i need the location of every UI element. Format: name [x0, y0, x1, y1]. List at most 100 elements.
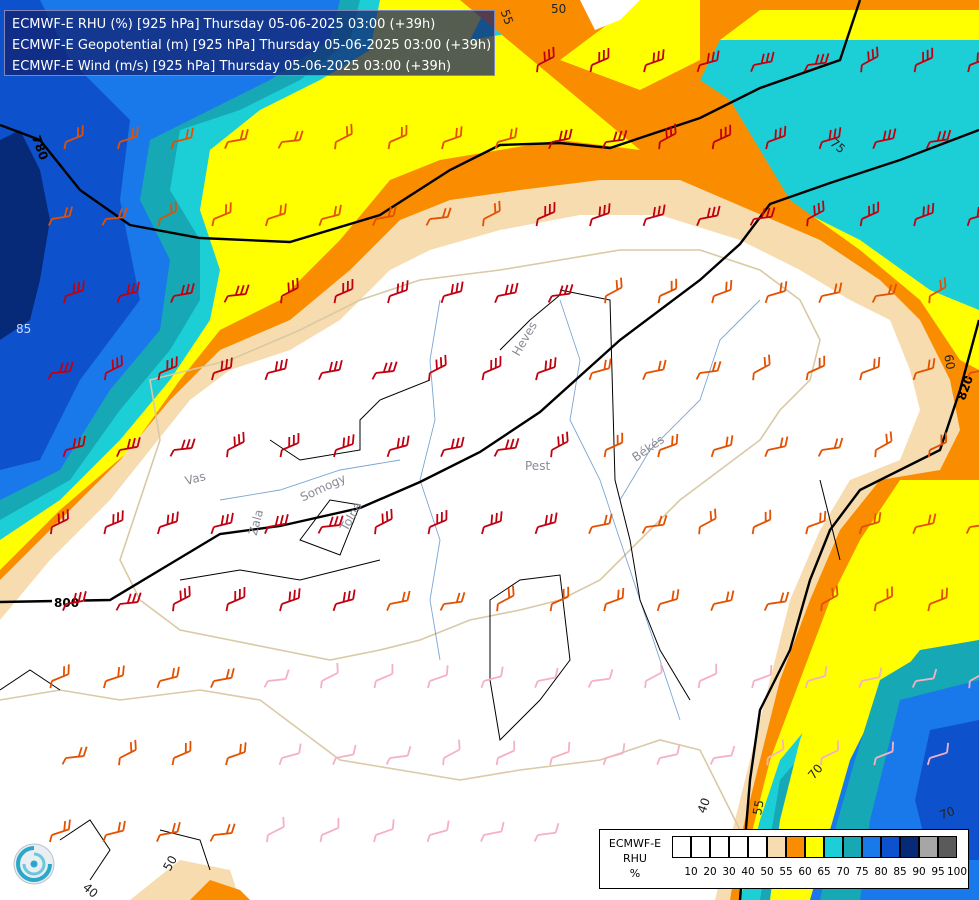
legend-cell	[767, 836, 786, 858]
wind-barb	[317, 515, 344, 534]
wind-barb	[210, 512, 234, 535]
wind-barb	[157, 356, 178, 381]
wind-barb	[318, 360, 343, 380]
wind-barb	[442, 739, 461, 766]
wind-barb	[710, 435, 734, 458]
title-geopotential: ECMWF-E Geopotential (m) [925 hPa] Thurs…	[12, 38, 492, 53]
wind-barb	[118, 739, 137, 766]
wind-barb	[157, 201, 177, 227]
wind-barb	[927, 587, 948, 612]
legend-tick: 40	[741, 866, 755, 878]
legend-cell	[824, 836, 843, 858]
wind-barb	[657, 278, 678, 304]
wind-barb	[493, 438, 520, 457]
legend-label-variable: RHU	[623, 852, 647, 865]
legend-label: ECMWF-E RHU %	[604, 836, 666, 881]
rhu-label-top-55: 55	[498, 8, 516, 27]
provider-logo-icon	[13, 843, 55, 885]
wind-barb	[156, 822, 181, 842]
wind-barb	[47, 361, 74, 380]
rhu-label-top-50: 50	[551, 2, 566, 16]
legend-cell	[843, 836, 862, 858]
wind-barb	[750, 51, 775, 73]
wind-barb	[641, 515, 668, 534]
wind-barb	[817, 437, 844, 457]
wind-barb	[534, 512, 558, 535]
legend-tick: 50	[760, 866, 774, 878]
wind-barb	[263, 669, 290, 688]
wind-barb	[656, 744, 681, 766]
legend-tick: 10	[684, 866, 698, 878]
wind-barb	[913, 47, 934, 73]
wind-barb	[818, 282, 843, 304]
wind-barb	[858, 512, 882, 535]
wind-barb	[48, 206, 73, 226]
wind-barb	[588, 513, 613, 535]
wind-barb	[333, 434, 355, 458]
legend-tick: 90	[912, 866, 926, 878]
legend-color-bar	[672, 836, 957, 860]
legend-tick: 65	[817, 866, 831, 878]
wind-barb	[535, 357, 557, 381]
wind-barb	[387, 125, 408, 150]
wind-barb	[480, 666, 504, 689]
wind-barb	[211, 202, 232, 227]
wind-barb	[279, 433, 300, 458]
wind-barb	[494, 127, 518, 150]
wind-barb	[966, 204, 979, 227]
legend-label-model: ECMWF-E	[608, 837, 662, 850]
wind-barb	[63, 125, 84, 150]
legend-cell	[691, 836, 710, 858]
wind-barb	[481, 356, 502, 381]
wind-barb	[427, 665, 449, 689]
legend-label-unit: %	[629, 867, 641, 880]
wind-barb	[925, 129, 952, 149]
wind-barb	[427, 510, 448, 535]
wind-barb	[804, 666, 828, 689]
legend-cell	[729, 836, 748, 858]
wind-barb	[657, 433, 679, 458]
wind-barb	[913, 202, 935, 227]
wind-barb	[805, 355, 826, 381]
wind-barb	[425, 207, 452, 226]
wind-barb	[751, 664, 773, 689]
legend-tick: 80	[874, 866, 888, 878]
map-title-box: ECMWF-E RHU (%) [925 hPa] Thursday 05-06…	[4, 10, 495, 76]
wind-barb	[371, 361, 398, 380]
rhu-label-sw-50: 50	[160, 853, 180, 873]
wind-barb	[711, 279, 733, 304]
legend-cell	[919, 836, 938, 858]
wind-barb	[588, 358, 612, 381]
geopotential-contour-780	[0, 0, 862, 244]
wind-barb	[589, 203, 611, 227]
wind-barb	[169, 438, 196, 457]
legend-tick: 100	[946, 866, 968, 878]
rhu-se-60	[770, 530, 979, 900]
wind-barb	[374, 508, 393, 535]
wind-barbs	[47, 46, 979, 843]
wind-barb	[874, 431, 893, 458]
legend-cell	[710, 836, 729, 858]
wind-barb	[603, 587, 625, 612]
wind-barb	[806, 200, 825, 227]
wind-barb	[225, 587, 246, 612]
legend-cell	[900, 836, 919, 858]
place-vas: Vas	[183, 469, 207, 488]
thin-contours	[0, 289, 841, 881]
wind-barb	[441, 126, 463, 150]
rhu-band-50	[0, 215, 920, 900]
wind-barb	[711, 124, 732, 150]
wind-barb	[549, 586, 570, 612]
wind-barb	[859, 201, 880, 227]
wind-barb	[264, 514, 289, 534]
wind-barb	[752, 354, 771, 381]
wind-barb	[763, 591, 790, 611]
wind-barb	[858, 667, 883, 689]
wind-barb	[535, 202, 556, 227]
wind-barb	[373, 819, 395, 843]
legend-tick: 70	[836, 866, 850, 878]
title-wind: ECMWF-E Wind (m/s) [925 hPa] Thursday 05…	[12, 59, 452, 74]
wind-barb	[223, 284, 250, 303]
